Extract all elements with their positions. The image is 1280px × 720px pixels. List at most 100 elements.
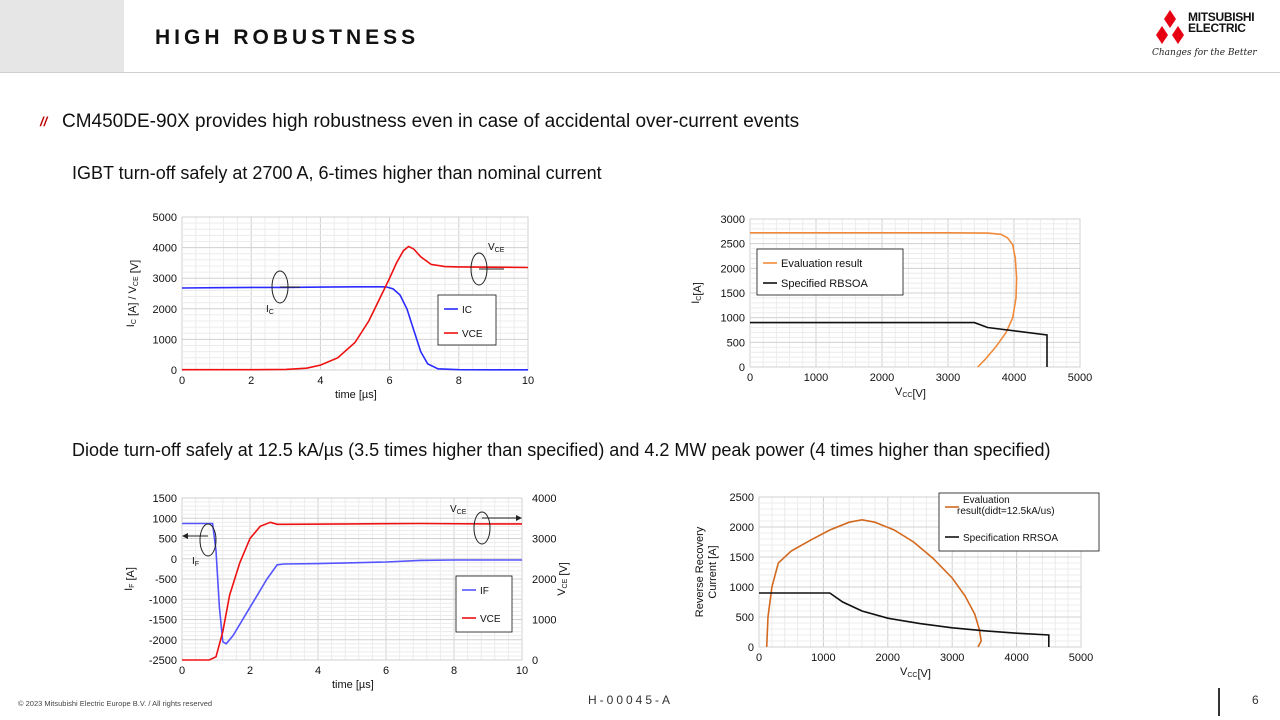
y-tick-label: 1000 <box>721 313 745 325</box>
legend-label: Specification RRSOA <box>963 533 1058 544</box>
x-tick-label: 4 <box>315 665 321 677</box>
legend-label: Evaluation result(didt=12.5kA/us) <box>957 495 1055 517</box>
x-tick-label: 2000 <box>876 652 900 664</box>
headline: CM450DE-90X provides high robustness eve… <box>62 111 800 132</box>
x-tick-label: 2000 <box>870 372 894 384</box>
x-tick-label: 3000 <box>936 372 960 384</box>
y-tick-label: 1000 <box>153 513 177 525</box>
x-axis-label: VCC[V] <box>895 386 926 400</box>
y-tick-label: -1000 <box>149 594 177 606</box>
x-tick-label: 10 <box>522 375 534 387</box>
igbt-turnoff-chart: 0 2 4 6 8 10 0 1000 2000 3000 4000 5000 time [µs] IC … <box>125 212 534 401</box>
x-tick-label: 0 <box>179 665 185 677</box>
vce-bracket-icon <box>470 252 480 286</box>
x-tick-label: 8 <box>451 665 457 677</box>
x-axis-label: VCC[V] <box>900 666 931 680</box>
logo-tagline: Changes for the Better <box>1152 48 1257 58</box>
y2-tick-label: 2000 <box>532 574 556 586</box>
x-tick-label: 6 <box>383 665 389 677</box>
y-tick-label: 2000 <box>730 522 754 534</box>
vce-annotation: VCE <box>488 242 505 254</box>
y-tick-label: 2000 <box>153 304 177 316</box>
y-tick-label: 2500 <box>730 492 754 504</box>
x-tick-label: 1000 <box>811 652 835 664</box>
plot-area <box>181 216 529 371</box>
y-tick-label: 4000 <box>153 243 177 255</box>
y2-tick-label: 3000 <box>532 534 556 546</box>
page-number: 6 <box>1252 693 1259 707</box>
y-tick-label: 500 <box>736 612 754 624</box>
series-line <box>182 521 522 661</box>
x-tick-label: 5000 <box>1069 652 1093 664</box>
series-line <box>182 522 522 645</box>
y-tick-label: 500 <box>159 534 177 546</box>
y-tick-label: 1500 <box>153 493 177 505</box>
diode-rrsoa-chart: 0 1000 2000 3000 4000 5000 0 500 1000 1500 2000 250… <box>694 492 1100 680</box>
series-line <box>750 231 1018 368</box>
y-tick-label: 500 <box>727 337 745 349</box>
x-tick-label: 0 <box>756 652 762 664</box>
left-arrow-icon <box>182 533 188 539</box>
y-tick-label: 0 <box>748 642 754 654</box>
y-tick-label: 1000 <box>153 334 177 346</box>
x-tick-label: 4 <box>317 375 323 387</box>
if-annotation: IF <box>192 556 199 568</box>
vce2-annotation: VCE <box>450 504 467 516</box>
three-diamonds-icon <box>1156 10 1184 44</box>
series-line <box>182 245 529 371</box>
y-tick-label: 1500 <box>721 288 745 300</box>
page-title: HIGH ROBUSTNESS <box>155 26 420 49</box>
y-tick-label: 0 <box>739 362 745 374</box>
y-tick-label: -2500 <box>149 655 177 667</box>
y2-tick-label: 0 <box>532 655 538 667</box>
legend-box <box>938 492 1100 552</box>
bullet-icon: // <box>40 114 48 129</box>
x-tick-label: 6 <box>387 375 393 387</box>
x-tick-label: 5000 <box>1068 372 1092 384</box>
logo-wordmark: MITSUBISHI ELECTRIC <box>1188 10 1255 35</box>
vce2-bracket-icon <box>473 511 483 545</box>
diode-subheading: Diode turn-off safely at 12.5 kA/µs (3.5… <box>72 440 1051 460</box>
legend-label: Evaluation result <box>781 258 862 270</box>
x-tick-label: 1000 <box>804 372 828 384</box>
y-tick-label: 0 <box>171 554 177 566</box>
legend-box <box>756 248 904 296</box>
y-tick-label: -2000 <box>149 635 177 647</box>
vce2-bracket-icon <box>481 511 491 545</box>
legend-label: VCE <box>480 614 501 625</box>
x-tick-label: 2 <box>248 375 254 387</box>
series-line <box>750 321 1048 367</box>
diode-turnoff-chart: 0 2 4 6 8 10 -2500 -2000 -1500 -1000 -500 0 500 1000 1… <box>123 493 570 691</box>
x-tick-label: 4000 <box>1002 372 1026 384</box>
ic-annotation: IC <box>266 304 274 316</box>
right-arrow-icon <box>516 515 522 521</box>
legend-label: VCE <box>462 329 483 340</box>
if-bracket-icon <box>199 523 209 557</box>
y-axis-label: Reverse RecoveryCurrent [A] <box>694 526 719 617</box>
series-line <box>759 592 1050 647</box>
y-tick-label: 1500 <box>730 552 754 564</box>
y-tick-label: -500 <box>155 574 177 586</box>
y-tick-label: 1000 <box>730 582 754 594</box>
x-tick-label: 8 <box>456 375 462 387</box>
header-band <box>0 0 124 72</box>
x-axis-label: time [µs] <box>335 389 377 401</box>
y-tick-label: 0 <box>171 365 177 377</box>
x-tick-label: 3000 <box>940 652 964 664</box>
x-tick-label: 4000 <box>1004 652 1028 664</box>
legend-label: IC <box>462 305 472 316</box>
legend-box <box>455 575 513 633</box>
copyright: © 2023 Mitsubishi Electric Europe B.V. /… <box>18 699 213 708</box>
legend-label: IF <box>480 586 489 597</box>
x-tick-label: 0 <box>179 375 185 387</box>
x-tick-label: 10 <box>516 665 528 677</box>
y2-tick-label: 4000 <box>532 493 556 505</box>
igbt-subheading: IGBT turn-off safely at 2700 A, 6-times … <box>72 163 602 183</box>
y-axis-label: IC [A] / VCE [V] <box>125 260 141 327</box>
legend-box <box>437 294 497 346</box>
mitsubishi-logo <box>1156 10 1184 44</box>
x-tick-label: 0 <box>747 372 753 384</box>
y2-tick-label: 1000 <box>532 615 556 627</box>
y-axis-label: IC[A] <box>690 282 704 304</box>
y-tick-label: 2000 <box>721 263 745 275</box>
